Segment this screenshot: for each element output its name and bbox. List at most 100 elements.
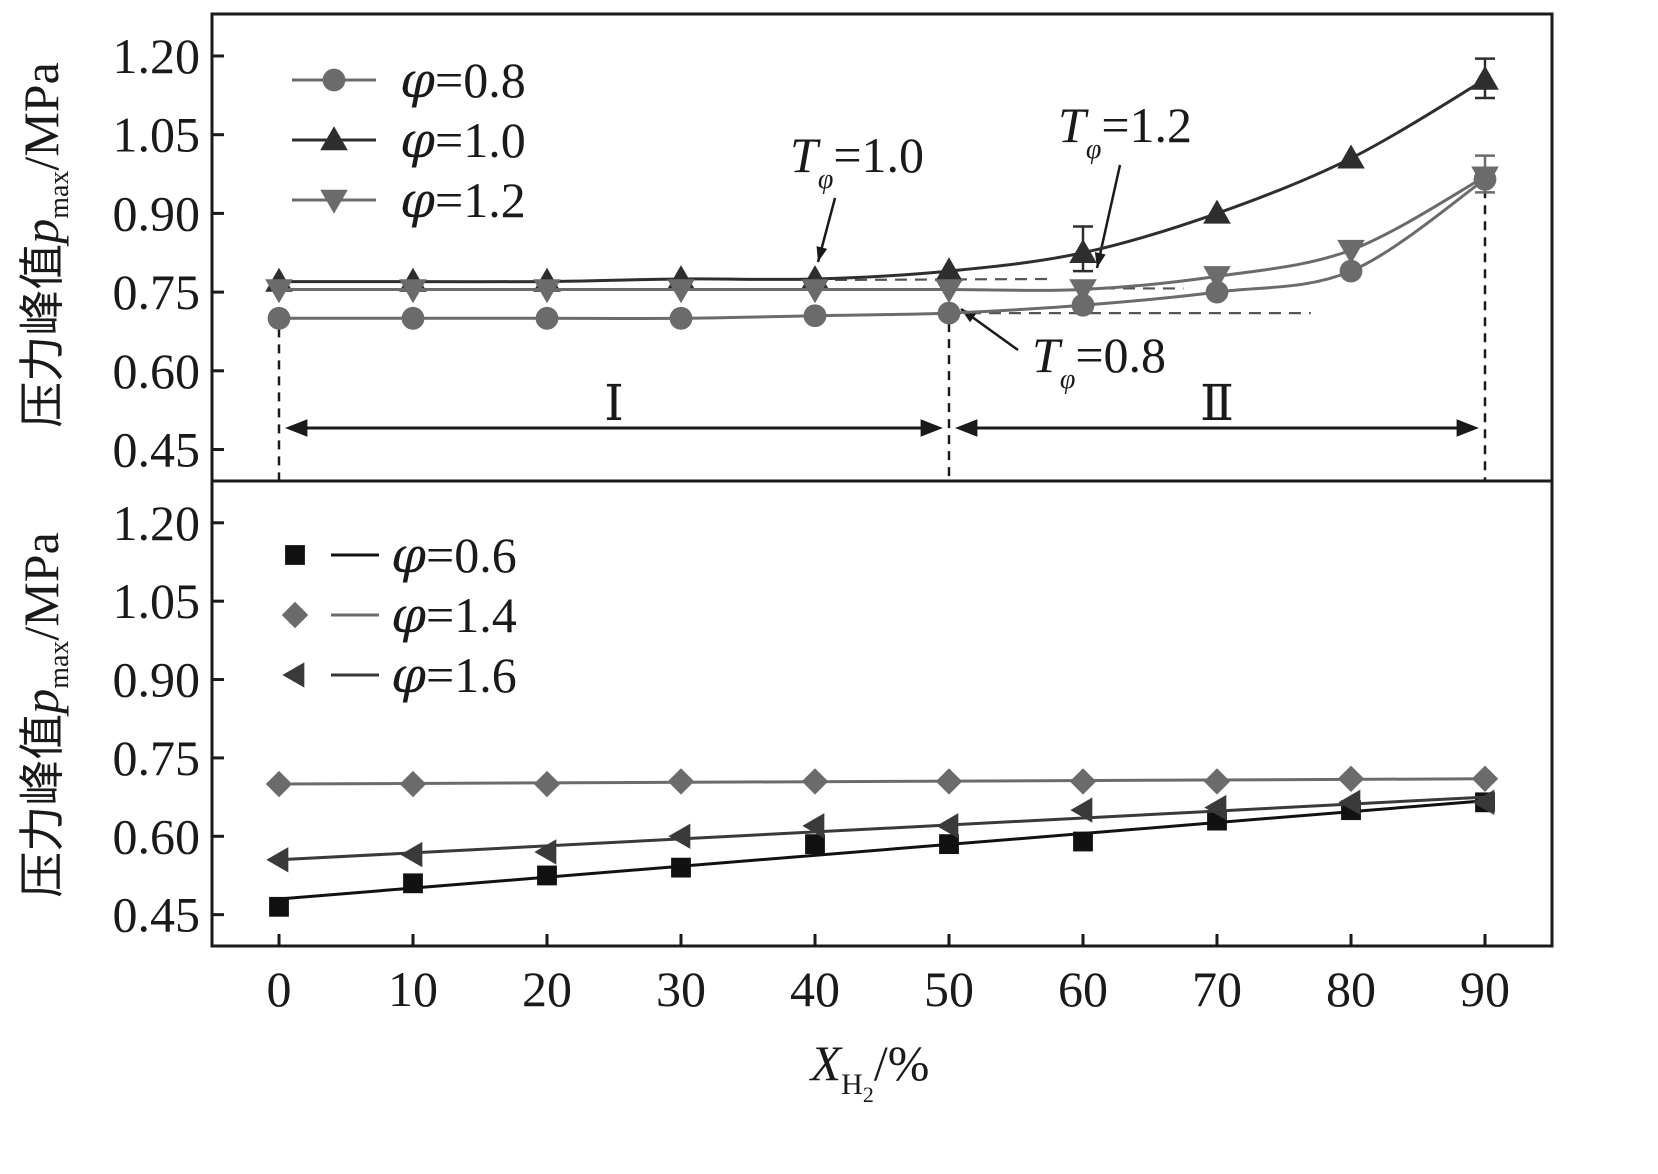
legend-phi-value: 1.6 (454, 647, 517, 703)
annotation-var: T (790, 127, 821, 183)
legend-phi-value: 1.0 (463, 112, 526, 168)
x-tick-label: 60 (1058, 961, 1108, 1017)
data-point (1338, 789, 1361, 815)
fit-line (278, 777, 1486, 786)
data-point (1472, 789, 1495, 815)
pointer-head (1094, 252, 1106, 268)
legend-phi-symbol: φ (391, 586, 426, 644)
legend-marker (281, 601, 309, 629)
data-point (1337, 765, 1365, 793)
x-tick-label: 80 (1326, 961, 1376, 1017)
data-point (399, 770, 427, 798)
legend-phi-symbol: φ (400, 171, 435, 229)
data-point (400, 841, 423, 868)
data-point (403, 873, 423, 894)
x-tick-label: 90 (1460, 961, 1510, 1017)
data-point (671, 857, 691, 878)
arrow-head (920, 419, 943, 437)
legend-marker (320, 189, 348, 214)
data-point (935, 257, 963, 282)
y-tick-label: 1.05 (113, 107, 201, 163)
region-label: Ⅰ (604, 375, 624, 431)
annotation-layer (277, 164, 1487, 481)
data-point (668, 823, 691, 849)
series-line (279, 175, 1486, 292)
legend-equals: = (426, 527, 454, 583)
data-point (1071, 293, 1095, 317)
legend-phi-value: 0.8 (463, 52, 526, 108)
y-axis-label-var: p (13, 219, 69, 247)
annotation-label: Tφ=0.8 (1032, 327, 1166, 395)
x-axis-label-unit: /% (874, 1035, 930, 1091)
fit-line (278, 799, 1486, 901)
legend-phi-value: 1.2 (463, 172, 526, 228)
x-axis-label-var: X (809, 1035, 844, 1091)
data-point (669, 306, 693, 330)
legend-marker (322, 68, 346, 92)
arrow-head (955, 419, 978, 437)
y-axis-label-unit: /MPa (13, 532, 69, 640)
data-layer (265, 57, 1499, 917)
data-point (1069, 279, 1097, 304)
region-label: Ⅱ (1200, 375, 1234, 431)
x-tick-label: 20 (522, 961, 572, 1017)
data-point (1337, 144, 1365, 169)
pointer-head (816, 246, 828, 262)
data-point (265, 770, 293, 798)
y-tick-label: 0.60 (113, 808, 201, 864)
data-point (1337, 239, 1365, 264)
y-tick-label: 0.75 (113, 730, 201, 786)
legend-marker (285, 545, 305, 565)
data-point (266, 847, 289, 873)
annotation-sub: φ (1060, 364, 1076, 395)
y-axis-label-unit: /MPa (13, 62, 69, 170)
arrow-head (1456, 419, 1479, 437)
data-point (533, 770, 561, 798)
y-tick-label: 1.05 (113, 573, 201, 629)
annotation-sub: φ (1086, 134, 1102, 165)
y-axis-label: 压力峰值pmax/MPa (13, 62, 75, 428)
x-axis-label: XH2/% (809, 1035, 930, 1107)
legend-phi-symbol: φ (391, 646, 426, 704)
y-axis-label: 压力峰值pmax/MPa (13, 532, 75, 898)
legend-phi-value: 1.4 (454, 587, 517, 643)
annotation-var: T (1058, 97, 1089, 153)
data-point (939, 834, 959, 855)
data-point (269, 896, 289, 917)
data-point (1471, 765, 1499, 793)
legend-label: φ=1.2 (400, 171, 526, 229)
series-line (279, 178, 1486, 321)
arrow-head (285, 419, 308, 437)
data-point (803, 304, 827, 328)
legend-equals: = (435, 52, 463, 108)
legend-phi-symbol: φ (391, 526, 426, 584)
data-point (1073, 831, 1093, 852)
legend-label: φ=0.8 (400, 51, 526, 109)
legend-marker (320, 126, 348, 151)
pointer-line (1095, 164, 1122, 269)
x-tick-label: 40 (790, 961, 840, 1017)
legend-equals: = (426, 587, 454, 643)
data-point (801, 768, 829, 795)
y-axis-label-main: 压力峰值 (15, 244, 69, 428)
data-point (1203, 768, 1231, 795)
y-tick-label: 0.45 (113, 422, 201, 478)
legend-phi-symbol: φ (400, 111, 435, 169)
data-point (534, 839, 557, 865)
data-point (1070, 797, 1093, 823)
x-tick-label: 70 (1192, 961, 1242, 1017)
y-axis-label-var: p (13, 689, 69, 717)
data-point (801, 279, 829, 304)
data-point (399, 279, 427, 304)
legend-label: φ=1.4 (391, 586, 517, 644)
data-point (936, 813, 959, 839)
annotation-label: Tφ=1.0 (790, 127, 924, 195)
x-axis-label-subsub: 2 (863, 1082, 874, 1107)
y-tick-label: 1.20 (113, 495, 201, 551)
y-axis-label-main: 压力峰值 (15, 714, 69, 898)
series-line (278, 78, 1486, 284)
legend-phi-value: 0.6 (454, 527, 517, 583)
x-axis-label-sub: H (841, 1068, 863, 1101)
data-point (667, 768, 695, 795)
